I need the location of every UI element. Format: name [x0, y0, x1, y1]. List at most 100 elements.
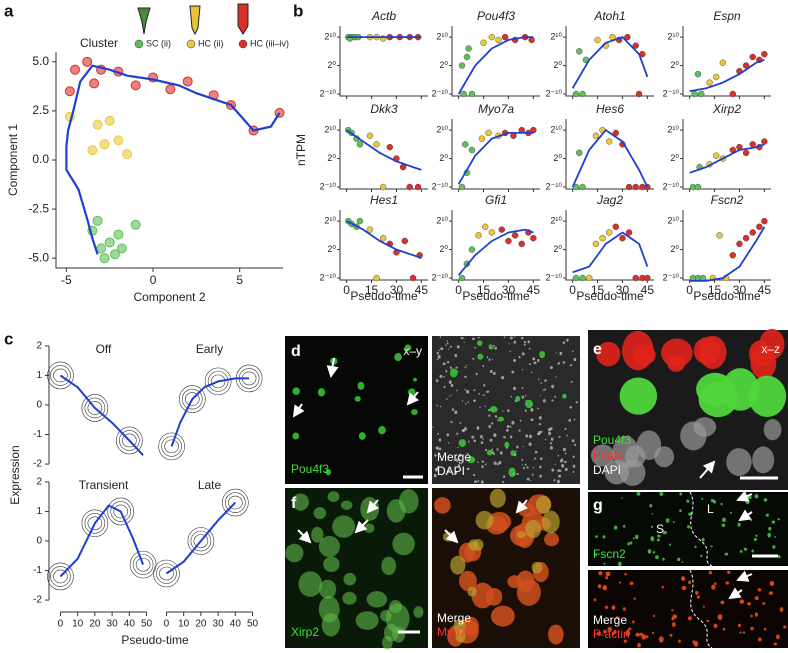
stain-blob [595, 554, 598, 556]
stain-blob [508, 343, 510, 345]
density-contour [84, 397, 106, 419]
stain-blob [572, 464, 576, 468]
stain-blob [629, 541, 633, 545]
y-tick-label: 2¹⁰ [550, 124, 562, 134]
cell-point [632, 274, 639, 282]
stain-blob [632, 537, 635, 540]
stain-blob [597, 584, 602, 589]
stain-blob [473, 399, 476, 403]
stain-blob [445, 369, 448, 373]
stain-blob [634, 534, 639, 540]
stain-blob [754, 596, 759, 601]
stain-blob [510, 450, 516, 457]
stain-blob [292, 432, 300, 440]
stain-blob [538, 430, 542, 435]
stain-blob [440, 347, 444, 351]
stain-blob [722, 628, 726, 631]
cell-point [579, 90, 586, 98]
y-axis-label: nTPM [294, 134, 308, 166]
axis [682, 26, 771, 97]
stain-blob [569, 406, 573, 409]
gene-name: Jag2 [596, 193, 623, 207]
stain-blob [635, 632, 640, 637]
stain-blob [472, 357, 475, 360]
stain-blob [531, 473, 534, 476]
cell-point [96, 243, 107, 254]
x-tick-label: 0 [150, 273, 157, 287]
stain-blob [537, 407, 540, 410]
stain-blob [687, 525, 690, 529]
region-label: S [656, 522, 664, 536]
stain-blob [562, 341, 566, 344]
gene-name: Actb [371, 9, 396, 23]
stain-blob [467, 440, 470, 443]
y-tick-label: 1 [36, 370, 42, 381]
stain-blob [476, 426, 480, 430]
stain-blob [465, 403, 467, 405]
axis [451, 119, 540, 190]
stain-blob [534, 451, 538, 454]
density-contour [81, 509, 109, 538]
stain-blob [681, 585, 687, 591]
stain-blob [650, 536, 655, 542]
stain-blob [532, 357, 536, 361]
density-contour [153, 559, 180, 588]
x-axis-label: Component 2 [133, 290, 205, 304]
stain-blob [492, 452, 495, 456]
cell-point [518, 240, 525, 248]
stain-blob [774, 536, 777, 538]
stain-blob [539, 350, 546, 359]
cell-point [635, 90, 643, 98]
stain-blob [727, 570, 731, 574]
y-tick-label: 0.0 [32, 152, 49, 166]
stain-blob [596, 341, 621, 367]
stain-blob [518, 429, 521, 432]
cell-icons [137, 3, 249, 36]
y-axis-label: Expression [8, 445, 22, 504]
stain-blob [540, 382, 542, 384]
stain-blob [574, 443, 577, 447]
cell-point [104, 115, 115, 126]
panel-label: d [291, 343, 301, 360]
stain-blob [509, 350, 512, 353]
stain-blob [489, 370, 493, 374]
stain-blob [564, 467, 568, 472]
stain-blob [442, 362, 446, 366]
y-tick-label: 0 [36, 536, 42, 547]
stain-blob [627, 542, 630, 546]
stain-blob [529, 362, 531, 366]
stain-blob [548, 624, 564, 645]
x-tick-label: 15 [365, 283, 379, 297]
stain-blob [553, 478, 556, 482]
stain-blob [720, 502, 723, 506]
region-label: L [707, 502, 714, 516]
cell-point [698, 90, 705, 98]
stain-blob [783, 625, 787, 629]
cell-point [379, 234, 387, 242]
stain-blob [496, 419, 499, 422]
stain-blob [467, 586, 477, 597]
stain-blob [677, 557, 681, 562]
cell-point [458, 62, 466, 69]
stain-blob [757, 588, 762, 592]
cell-point [644, 274, 651, 282]
stain-blob [504, 441, 510, 448]
stain-blob [449, 395, 451, 397]
stain-blob [551, 384, 555, 389]
y-tick-label: -2 [33, 595, 42, 606]
stain-blob [450, 555, 466, 575]
stain-blob [702, 605, 705, 608]
stain-blob [721, 523, 726, 527]
cell-point [465, 45, 472, 52]
y-tick-label: 2⁰ [327, 244, 336, 254]
stain-blob [527, 340, 530, 344]
stain-blob [713, 500, 717, 504]
cell-point [130, 80, 141, 91]
stain-blob [720, 600, 725, 605]
stain-blob [494, 346, 497, 350]
stain-blob [366, 591, 388, 608]
y-tick-label: 2⁰ [553, 244, 562, 254]
stain-blob [485, 463, 487, 466]
stain-blob [742, 631, 746, 634]
